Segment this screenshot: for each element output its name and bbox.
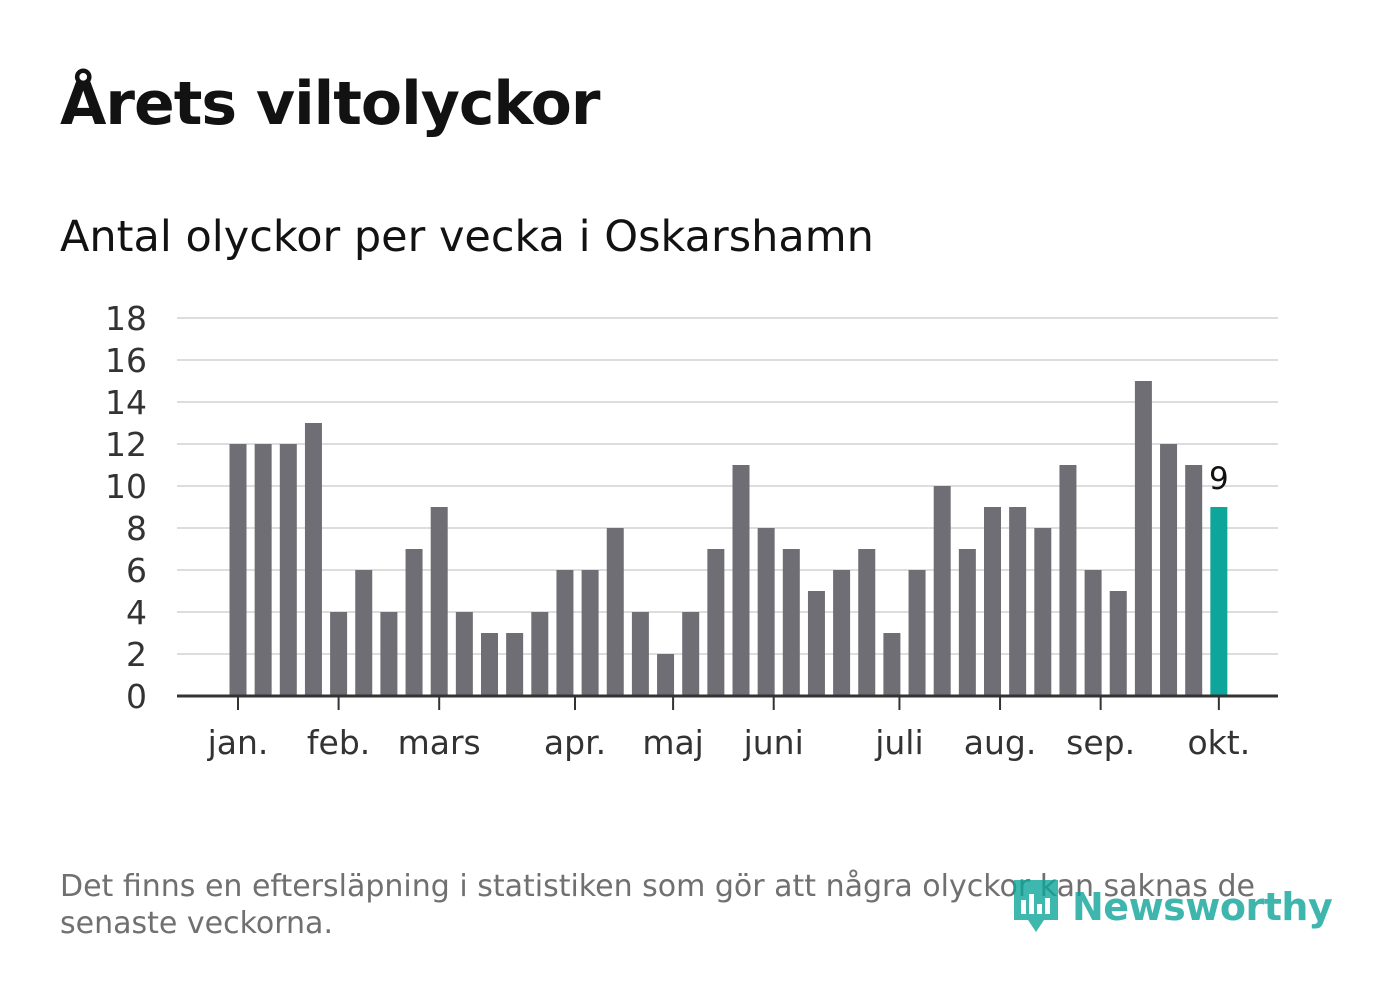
brand-name: Newsworthy — [1072, 885, 1333, 929]
bar — [455, 612, 473, 696]
bar — [631, 612, 649, 696]
bar — [229, 444, 247, 696]
bar — [481, 633, 498, 696]
y-tick-label: 10 — [105, 467, 147, 506]
bar — [707, 549, 725, 696]
bar — [581, 570, 599, 696]
brand-logo: Newsworthy — [1010, 876, 1333, 938]
x-tick-label: apr. — [544, 723, 606, 762]
y-tick-label: 18 — [105, 299, 147, 338]
bar — [556, 570, 574, 696]
bar — [330, 612, 348, 696]
bar — [883, 633, 901, 696]
bar — [958, 549, 976, 696]
x-tick-label: mars — [398, 723, 481, 762]
y-tick-label: 2 — [126, 635, 147, 674]
bar — [1185, 465, 1203, 696]
chart-title: Årets viltolyckor — [60, 69, 600, 139]
x-tick-label: juli — [874, 723, 923, 762]
x-tick-label: juni — [743, 723, 804, 762]
y-tick-label: 0 — [126, 677, 147, 716]
x-tick-label: okt. — [1187, 723, 1250, 762]
bar — [606, 528, 624, 696]
bar — [1134, 381, 1152, 696]
bar — [531, 612, 549, 696]
y-tick-label: 12 — [105, 425, 147, 464]
y-tick-label: 14 — [105, 383, 147, 422]
y-tick-label: 8 — [126, 509, 147, 548]
x-tick-label: jan. — [207, 723, 269, 762]
bar — [279, 444, 297, 696]
bar — [782, 549, 800, 696]
bar — [908, 570, 926, 696]
x-tick-label: feb. — [307, 723, 370, 762]
bar — [304, 423, 322, 696]
y-tick-label: 16 — [105, 341, 147, 380]
bar — [657, 654, 675, 696]
bar — [1059, 465, 1077, 696]
data-label: 9 — [1209, 461, 1229, 497]
x-tick-label: aug. — [964, 723, 1037, 762]
bar — [757, 528, 775, 696]
bar — [1034, 528, 1052, 696]
highlight-bar — [1210, 507, 1228, 696]
bar-chart-logo-icon — [1014, 880, 1058, 932]
bar — [682, 612, 700, 696]
bar — [732, 465, 750, 696]
x-tick-label: maj — [642, 723, 704, 762]
bar — [1009, 507, 1027, 696]
bar — [430, 507, 448, 696]
bar — [1084, 570, 1102, 696]
bar — [933, 486, 951, 696]
bar — [807, 591, 825, 696]
bar — [254, 444, 272, 696]
bar — [833, 570, 851, 696]
bar — [405, 549, 423, 696]
bar — [1160, 444, 1178, 696]
chart-subtitle: Antal olyckor per vecka i Oskarshamn — [60, 212, 874, 262]
bar — [1109, 591, 1127, 696]
bar — [355, 570, 373, 696]
bar — [858, 549, 876, 696]
y-tick-label: 6 — [126, 551, 147, 590]
x-tick-label: sep. — [1066, 723, 1135, 762]
bar — [984, 507, 1001, 696]
bar — [380, 612, 398, 696]
bar — [506, 633, 524, 696]
y-tick-label: 4 — [126, 593, 147, 632]
